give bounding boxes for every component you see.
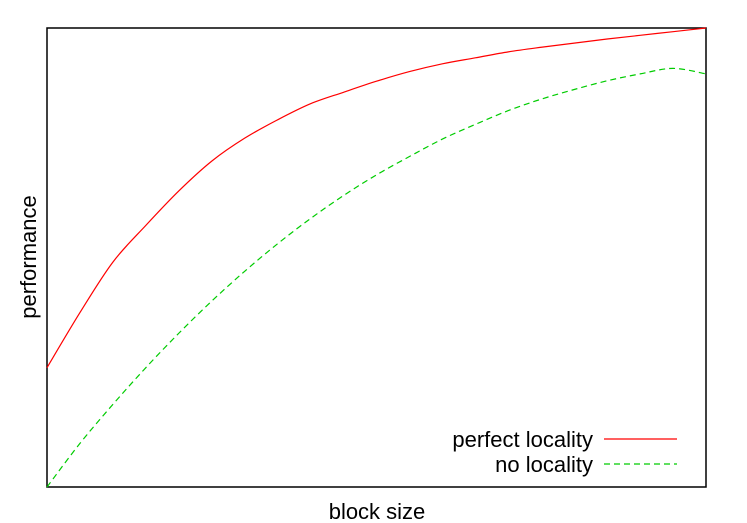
legend-label-perfect-locality: perfect locality [452,427,593,452]
y-axis-label: performance [16,195,41,319]
x-axis-label: block size [329,499,426,523]
series-line-perfect-locality [46,27,707,368]
series-layer [46,27,707,488]
plot-frame [46,27,707,488]
legend: perfect locality no locality [452,427,677,477]
series-line-no-locality [46,67,707,488]
legend-label-no-locality: no locality [495,452,593,477]
